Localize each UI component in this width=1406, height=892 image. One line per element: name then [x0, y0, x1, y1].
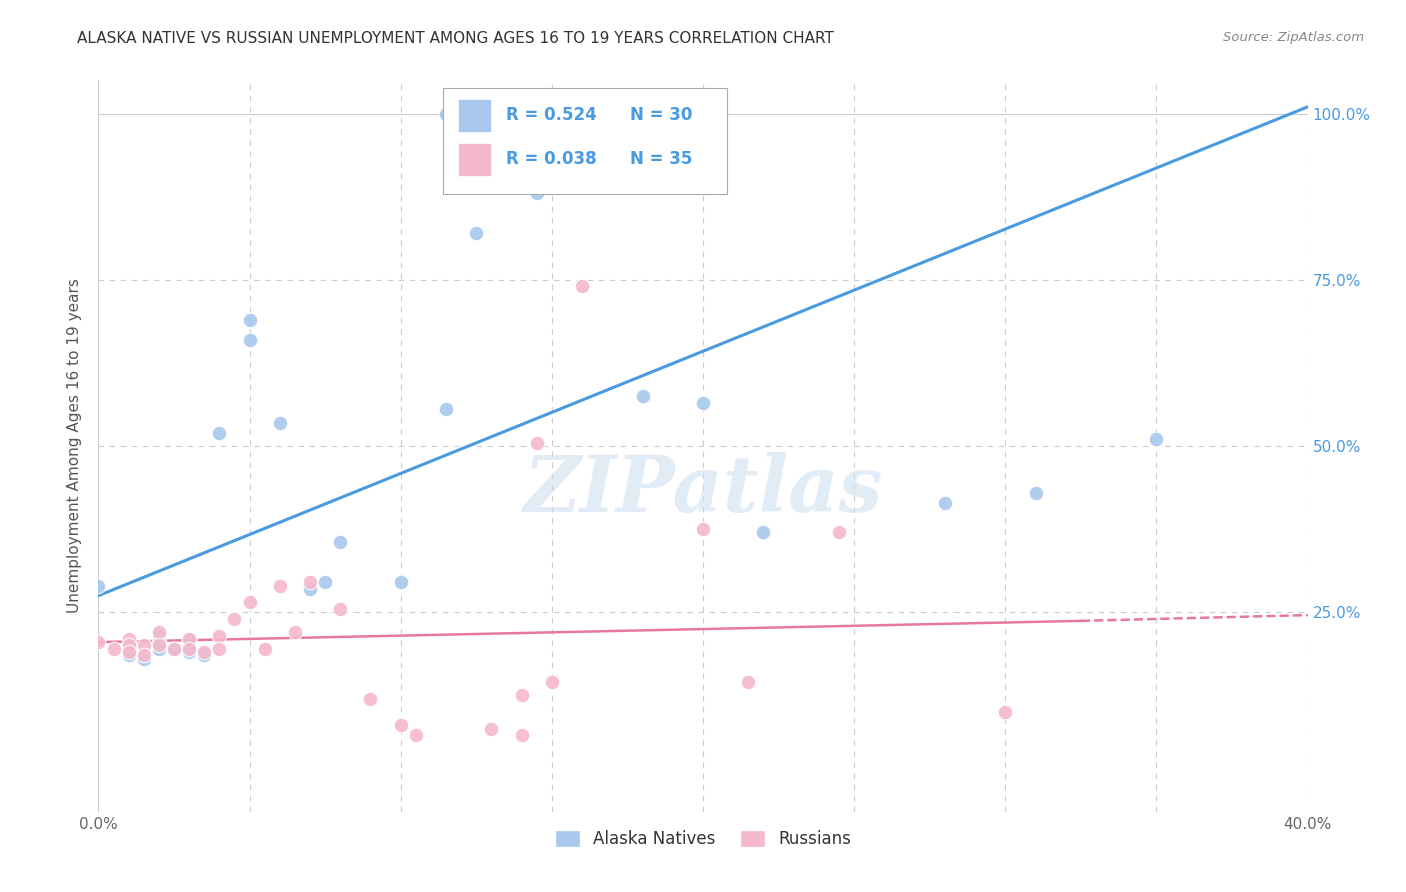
Point: [132, 652, 155, 666]
Point: [148, 639, 170, 653]
Point: [389, 718, 412, 732]
Text: ALASKA NATIVE VS RUSSIAN UNEMPLOYMENT AMONG AGES 16 TO 19 YEARS CORRELATION CHAR: ALASKA NATIVE VS RUSSIAN UNEMPLOYMENT AM…: [77, 31, 834, 46]
Point: [193, 648, 215, 663]
Point: [132, 639, 155, 653]
Point: [299, 575, 322, 590]
Text: R = 0.038: R = 0.038: [506, 150, 596, 169]
Point: [752, 525, 775, 540]
FancyBboxPatch shape: [457, 143, 492, 176]
Point: [526, 435, 548, 450]
Point: [118, 639, 141, 653]
Point: [1144, 433, 1167, 447]
Point: [87, 635, 110, 649]
Point: [103, 641, 125, 656]
Point: [193, 645, 215, 659]
Point: [208, 641, 231, 656]
Point: [360, 691, 382, 706]
Point: [239, 312, 262, 326]
Point: [994, 705, 1017, 719]
Text: Source: ZipAtlas.com: Source: ZipAtlas.com: [1223, 31, 1364, 45]
Point: [481, 106, 503, 120]
Point: [299, 582, 322, 596]
Point: [163, 641, 186, 656]
Text: R = 0.524: R = 0.524: [506, 106, 596, 124]
Point: [631, 389, 654, 403]
Point: [434, 402, 457, 417]
Y-axis label: Unemployment Among Ages 16 to 19 years: Unemployment Among Ages 16 to 19 years: [67, 278, 83, 614]
FancyBboxPatch shape: [457, 99, 492, 132]
Point: [269, 416, 291, 430]
Point: [179, 641, 201, 656]
Point: [148, 635, 170, 649]
Point: [179, 645, 201, 659]
Point: [239, 595, 262, 609]
Point: [269, 579, 291, 593]
Point: [284, 625, 307, 640]
Point: [1024, 485, 1046, 500]
Point: [118, 645, 141, 659]
Point: [389, 575, 412, 590]
Point: [87, 579, 110, 593]
FancyBboxPatch shape: [443, 87, 727, 194]
Point: [118, 648, 141, 663]
Point: [148, 628, 170, 642]
Point: [179, 632, 201, 646]
Point: [148, 641, 170, 656]
Point: [934, 495, 956, 509]
Point: [253, 641, 276, 656]
Point: [224, 612, 246, 626]
Point: [510, 689, 533, 703]
Point: [208, 628, 231, 642]
Point: [692, 522, 714, 536]
Point: [540, 675, 562, 690]
Point: [692, 396, 714, 410]
Text: ZIPatlas: ZIPatlas: [523, 451, 883, 528]
Point: [571, 279, 593, 293]
Point: [329, 602, 352, 616]
Point: [737, 675, 759, 690]
Point: [239, 333, 262, 347]
Point: [208, 425, 231, 440]
Point: [314, 575, 336, 590]
Point: [828, 525, 851, 540]
Point: [179, 632, 201, 646]
Point: [148, 625, 170, 640]
Text: N = 30: N = 30: [630, 106, 693, 124]
Point: [163, 641, 186, 656]
Point: [405, 728, 427, 742]
Point: [132, 648, 155, 663]
Text: N = 35: N = 35: [630, 150, 693, 169]
Point: [465, 226, 488, 240]
Point: [329, 535, 352, 549]
Point: [118, 641, 141, 656]
Point: [481, 722, 503, 736]
Point: [434, 106, 457, 120]
Point: [510, 728, 533, 742]
Legend: Alaska Natives, Russians: Alaska Natives, Russians: [548, 823, 858, 855]
Point: [118, 632, 141, 646]
Point: [526, 186, 548, 201]
